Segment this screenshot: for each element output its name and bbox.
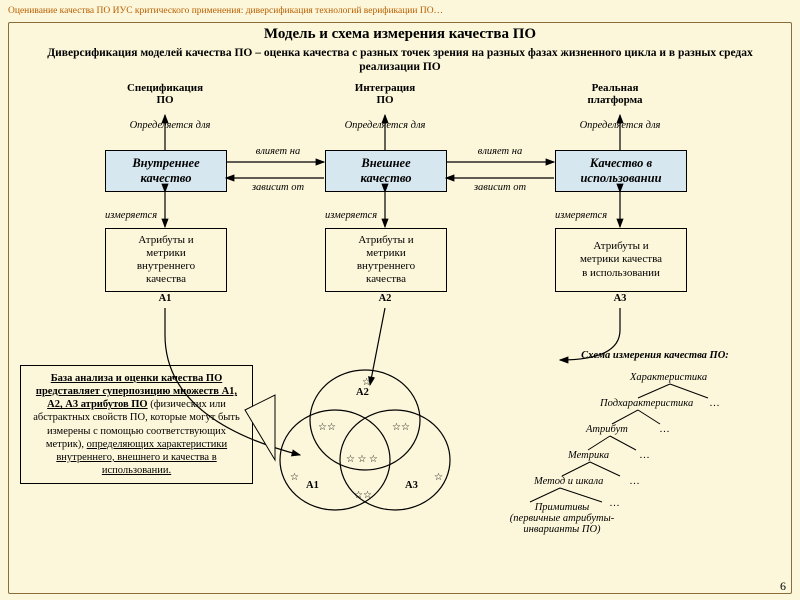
scheme-l2: Подхарактеристика [600,398,693,409]
box-outer-quality: Внешнеекачество [325,150,447,192]
metrics-2: Атрибуты иметрикивнутреннегокачества [325,228,447,292]
depends-1: зависит от [238,182,318,193]
dots-2: … [660,424,669,435]
scheme-l1: Характеристика [630,372,707,383]
venn-a1: А1 [306,480,319,491]
scheme-title: Схема измерения качества ПО: [540,350,770,361]
metrics-1: Атрибуты иметрикивнутреннегокачества [105,228,227,292]
defined-for-2: Определяется для [320,120,450,131]
box-usage-quality: Качество виспользовании [555,150,687,192]
scheme-l5: Метод и шкала [534,476,603,487]
defined-for-1: Определяется для [105,120,235,131]
subtitle: Диверсификация моделей качества ПО – оце… [30,46,770,75]
label-spec: СпецификацияПО [110,82,220,106]
measured-1: измеряется [105,210,185,221]
callout-box: База анализа и оценки качества ПО предст… [20,365,253,484]
affects-1: влияет на [238,146,318,157]
defined-for-3: Определяется для [555,120,685,131]
scheme-tree: Характеристика Подхарактеристика Атрибут… [480,370,780,590]
scheme-l3: Атрибут [586,424,628,435]
depends-2: зависит от [460,182,540,193]
a3-box-label: A3 [555,293,685,304]
a2-box-label: A2 [325,293,445,304]
page-number: 6 [780,579,786,594]
metrics-3: Атрибуты иметрики качествав использовани… [555,228,687,292]
dots-3: … [640,450,649,461]
label-integ: ИнтеграцияПО [330,82,440,106]
title: Модель и схема измерения качества ПО [0,26,800,43]
dots-5: … [610,498,619,509]
label-real: Реальнаяплатформа [560,82,670,106]
measured-3: измеряется [555,210,635,221]
venn-a3: А3 [405,480,418,491]
dots-4: … [630,476,639,487]
venn-a2: А2 [356,387,369,398]
measured-2: измеряется [325,210,405,221]
affects-2: влияет на [460,146,540,157]
box-inner-quality: Внутреннеекачество [105,150,227,192]
a1-box-label: A1 [105,293,225,304]
dots-1: … [710,398,719,409]
scheme-l4: Метрика [568,450,609,461]
page-header: Оценивание качества ПО ИУС критического … [8,6,443,16]
